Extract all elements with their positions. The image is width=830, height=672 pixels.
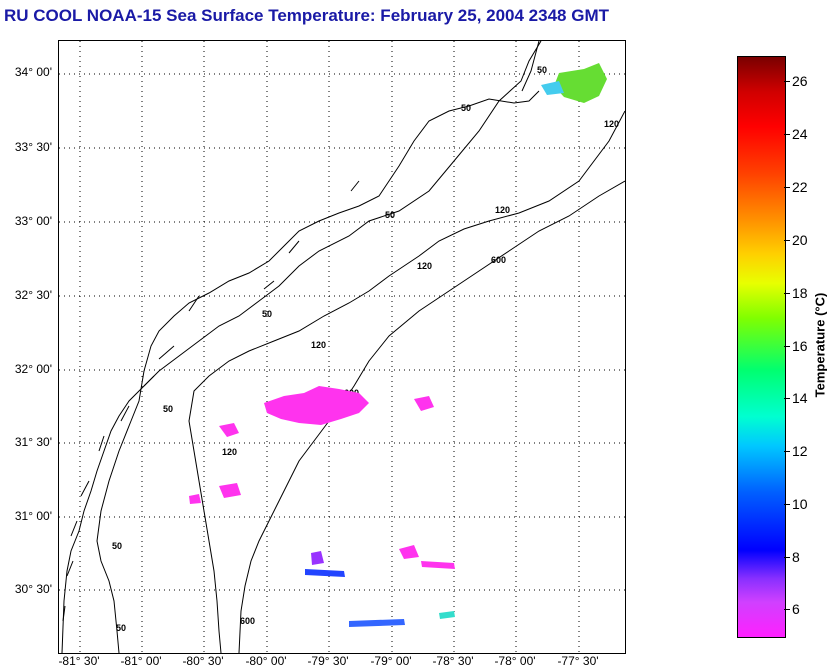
- colorbar-tick: [784, 81, 790, 82]
- lat-label: 33° 00': [14, 214, 52, 228]
- contour-label: 600: [240, 616, 255, 626]
- colorbar-tick: [784, 346, 790, 347]
- map-panel: 50 50 50 50 50 50 50 120 120 120 120 120…: [58, 40, 626, 654]
- colorbar-label: 20: [792, 232, 808, 248]
- contour-label: 120: [222, 447, 237, 457]
- contour-label: 50: [112, 541, 122, 551]
- lat-label: 30° 30': [14, 582, 52, 596]
- colorbar-tick: [784, 451, 790, 452]
- sst-patch-blue-a: [305, 569, 345, 577]
- colorbar-title: Temperature (°C): [812, 292, 828, 398]
- sst-patch-magenta-east: [414, 396, 434, 411]
- lon-label: -79° 30': [307, 654, 349, 668]
- lon-label: -79° 00': [370, 654, 412, 668]
- colorbar-label: 8: [792, 549, 800, 565]
- colorbar-label: 10: [792, 496, 808, 512]
- colorbar-label: 18: [792, 285, 808, 301]
- colorbar-tick: [784, 293, 790, 294]
- contour-label: 120: [495, 205, 510, 215]
- sst-map: 50 50 50 50 50 50 50 120 120 120 120 120…: [59, 41, 625, 653]
- coastline: [61, 41, 542, 653]
- sst-patch-cyan-e: [439, 611, 455, 619]
- sst-patch-magenta-b: [399, 545, 419, 559]
- contour-label: 50: [116, 623, 126, 633]
- sst-patch-magenta-c: [421, 561, 455, 569]
- colorbar-tick: [784, 240, 790, 241]
- sst-patch-blue-b: [349, 619, 405, 627]
- lon-label: -80° 30': [182, 654, 224, 668]
- lat-label: 32° 30': [14, 288, 52, 302]
- colorbar-label: 12: [792, 443, 808, 459]
- coastline-islands: [62, 41, 540, 622]
- contour-label: 120: [311, 340, 326, 350]
- lon-label: -78° 00': [494, 654, 536, 668]
- colorbar-tick: [784, 609, 790, 610]
- contour-label: 50: [537, 65, 547, 75]
- colorbar-label: 22: [792, 179, 808, 195]
- lon-label: -78° 30': [432, 654, 474, 668]
- colorbar-label: 14: [792, 390, 808, 406]
- lon-label: -80° 00': [245, 654, 287, 668]
- lon-label: -81° 30': [58, 654, 100, 668]
- sst-patch-magenta-west: [219, 423, 239, 437]
- colorbar-label: 24: [792, 126, 808, 142]
- sst-patch-cyan-north: [541, 81, 564, 95]
- temperature-colorbar: [737, 56, 786, 638]
- colorbar-label: 16: [792, 338, 808, 354]
- colorbar-tick: [784, 398, 790, 399]
- colorbar-tick: [784, 187, 790, 188]
- contour-label: 50: [385, 210, 395, 220]
- lon-label: -77° 30': [557, 654, 599, 668]
- contour-label: 50: [163, 404, 173, 414]
- isobath-50: [96, 90, 540, 653]
- contour-label: 50: [461, 103, 471, 113]
- lat-label: 31° 00': [14, 509, 52, 523]
- colorbar-label: 26: [792, 73, 808, 89]
- colorbar-tick: [784, 557, 790, 558]
- lat-label: 34° 00': [14, 65, 52, 79]
- map-title: RU COOL NOAA-15 Sea Surface Temperature:…: [4, 6, 609, 25]
- contour-label: 50: [262, 309, 272, 319]
- lat-label: 32° 00': [14, 362, 52, 376]
- colorbar-tick: [784, 134, 790, 135]
- sst-patches: [189, 63, 607, 627]
- sst-patch-purple-a: [311, 551, 324, 565]
- lat-label: 31° 30': [14, 435, 52, 449]
- sst-patch-magenta-center: [264, 386, 369, 425]
- colorbar-label: 6: [792, 601, 800, 617]
- contour-label: 120: [417, 261, 432, 271]
- contour-label: 120: [604, 119, 619, 129]
- isobath-120: [188, 110, 625, 653]
- colorbar-tick: [784, 504, 790, 505]
- sst-patch-magenta-d: [189, 494, 201, 504]
- graticule: [59, 41, 625, 653]
- sst-patch-magenta-south: [219, 483, 241, 498]
- sst-patch-warm-north: [554, 63, 607, 103]
- contour-label: 600: [491, 255, 506, 265]
- lon-label: -81° 00': [120, 654, 162, 668]
- lat-label: 33° 30': [14, 140, 52, 154]
